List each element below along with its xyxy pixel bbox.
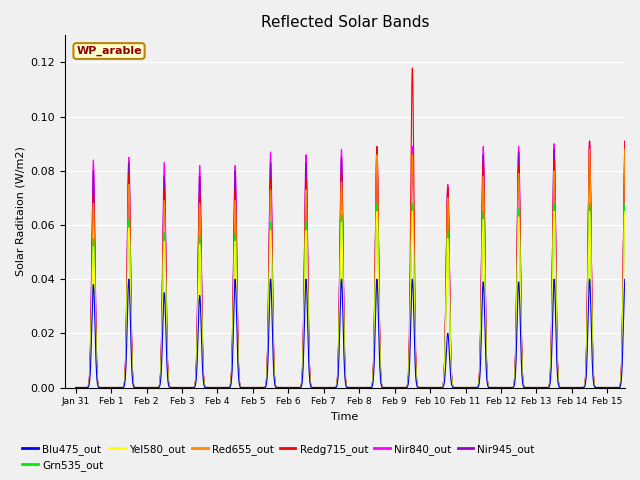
X-axis label: Time: Time (332, 412, 358, 422)
Text: WP_arable: WP_arable (76, 46, 142, 56)
Y-axis label: Solar Raditaion (W/m2): Solar Raditaion (W/m2) (15, 146, 25, 276)
Title: Reflected Solar Bands: Reflected Solar Bands (260, 15, 429, 30)
Legend: Blu475_out, Grn535_out, Yel580_out, Red655_out, Redg715_out, Nir840_out, Nir945_: Blu475_out, Grn535_out, Yel580_out, Red6… (18, 439, 539, 475)
